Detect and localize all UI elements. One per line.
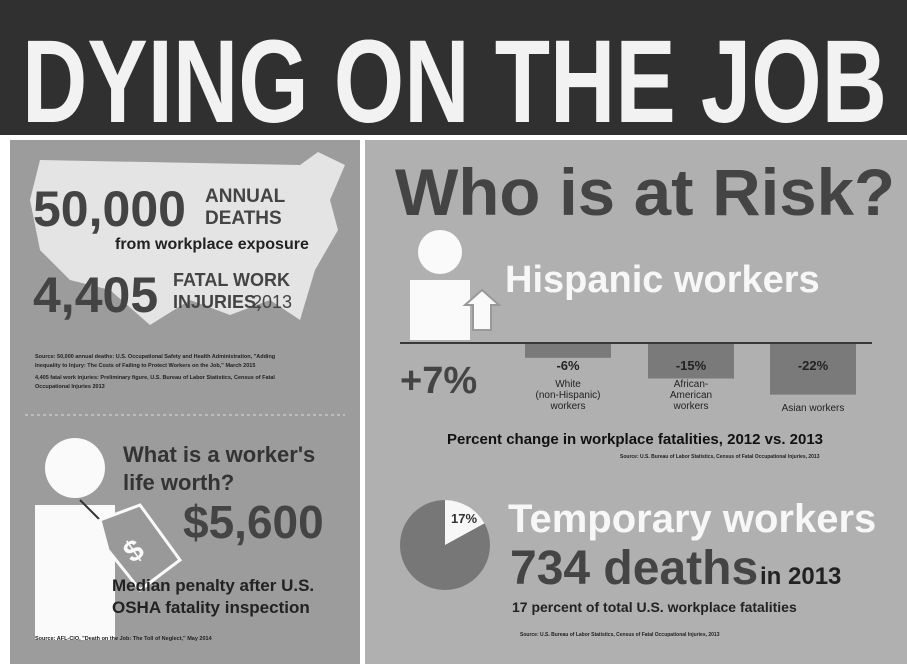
stat-label: FATAL WORK (173, 270, 290, 290)
person-icon (410, 280, 470, 340)
group-label: Asian workers (782, 403, 845, 414)
person-icon (45, 438, 105, 498)
source: Source: AFL-CIO, "Death on the Job: The … (35, 636, 213, 642)
group-label: (non-Hispanic) (535, 390, 600, 401)
caption: Percent change in workplace fatalities, … (447, 431, 823, 448)
group-name: Hispanic workers (505, 259, 820, 301)
pie-slice (445, 500, 485, 545)
stat-number: 50,000 (33, 181, 186, 237)
pie-label: 17% (451, 511, 477, 526)
temp-title: Temporary workers (508, 497, 876, 541)
source: Source: 50,000 annual deaths: U.S. Occup… (35, 354, 275, 360)
stat-number: 4,405 (33, 267, 158, 323)
source: Inequality to Injury: The Costs of Faili… (35, 363, 255, 369)
group-label: African- (674, 379, 708, 390)
heading: Who is at Risk? (395, 155, 895, 229)
stat-label: DEATHS (205, 208, 282, 229)
price-tag (98, 503, 183, 593)
value-label: -15% (676, 358, 707, 373)
group-label: White (555, 379, 581, 390)
up-arrow-icon (462, 288, 502, 331)
source: Source: U.S. Bureau of Labor Statistics,… (620, 454, 820, 460)
tag-string (79, 499, 101, 521)
group-label: workers (672, 401, 708, 412)
value-label: -22% (798, 358, 829, 373)
person-icon (418, 230, 462, 274)
stat-sub: from workplace exposure (115, 236, 309, 253)
header-band (0, 0, 907, 135)
question: What is a worker's (123, 442, 315, 467)
stat-label: INJURIES, (173, 292, 261, 312)
amount: $5,600 (183, 496, 324, 548)
group-label: American (670, 390, 712, 401)
person-icon (35, 505, 115, 640)
group-label: workers (549, 401, 585, 412)
temp-year: in 2013 (760, 563, 841, 590)
change: +7% (400, 360, 477, 402)
stat-label: ANNUAL (205, 186, 286, 207)
question: life worth? (123, 470, 234, 495)
caption: OSHA fatality inspection (112, 598, 310, 617)
value-label: -6% (556, 358, 580, 373)
bar (525, 344, 611, 358)
temp-deaths: 734 deaths (510, 542, 758, 595)
caption: 17 percent of total U.S. workplace fatal… (512, 599, 797, 615)
bar (770, 344, 856, 395)
caption: Median penalty after U.S. (112, 576, 314, 595)
source: 4,405 fatal work injuries: Preliminary f… (35, 375, 275, 381)
bar (648, 344, 734, 379)
source: Occupational Injuries 2013 (35, 384, 105, 390)
title: DYING ON THE JOB (22, 16, 887, 148)
stat-year: 2013 (252, 292, 292, 312)
source: Source: U.S. Bureau of Labor Statistics,… (520, 632, 720, 638)
us-map (30, 152, 345, 325)
